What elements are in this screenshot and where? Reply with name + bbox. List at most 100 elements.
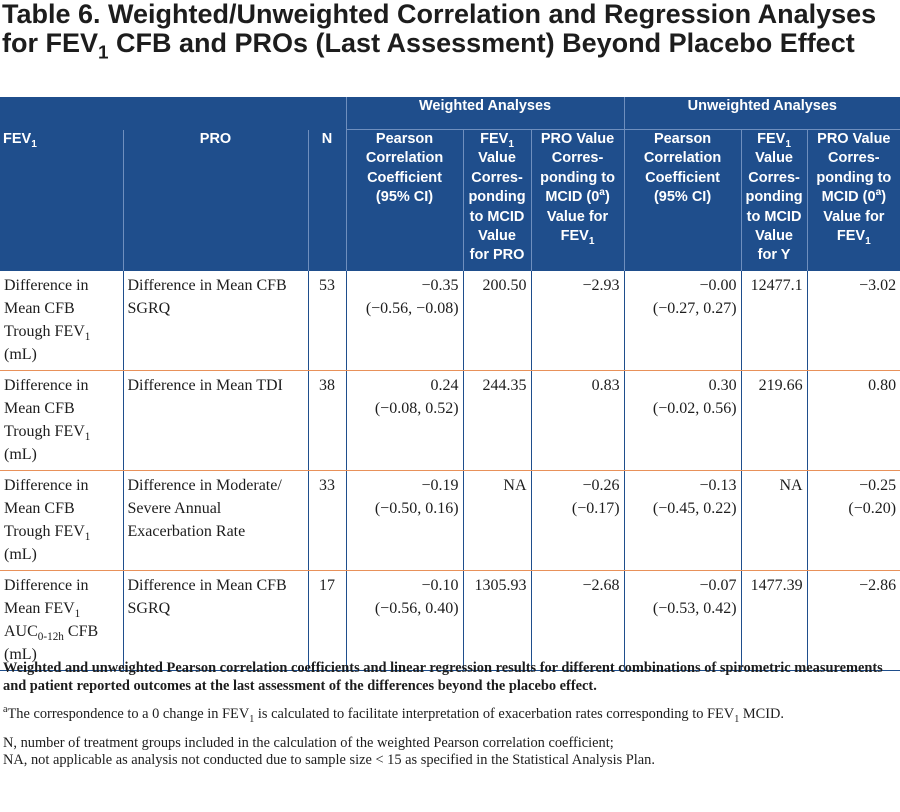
- cell-u-pro-value-line: −2.86: [859, 577, 897, 594]
- abbrev-n: N, number of treatment groups included i…: [3, 734, 614, 751]
- cell-u-pro-value: −2.86: [806, 570, 900, 671]
- cell-u-pearson-line: −0.00: [699, 277, 737, 294]
- cell-n: 38: [307, 370, 347, 471]
- cell-w-pearson-line: −0.10: [421, 577, 459, 594]
- cell-pro: Difference in Mean TDI: [122, 370, 308, 471]
- table-row: Difference in Mean CFB Trough FEV1 (mL) D…: [0, 470, 900, 571]
- cell-w-fev1-value: 1305.93: [462, 570, 532, 671]
- cell-pro: Difference in Mean CFB SGRQ: [122, 271, 308, 371]
- cell-fev1: Difference in Mean FEV1 AUC0-12h CFB (mL…: [0, 570, 123, 671]
- cell-u-pro-value-line: 0.80: [868, 377, 897, 394]
- cell-n-line: 17: [319, 577, 336, 594]
- cell-u-fev1-value-line: NA: [779, 477, 803, 494]
- cell-w-fev1-value-line: 244.35: [482, 377, 527, 394]
- cell-u-pro-value-line: (−0.20): [848, 500, 897, 517]
- cell-w-pro-value-line: −0.26: [582, 477, 620, 494]
- cell-pro: Difference in Mean CFB SGRQ: [122, 570, 308, 671]
- cell-fev1: Difference in Mean CFB Trough FEV1 (mL): [0, 470, 123, 571]
- cell-w-pro-value-line: −2.93: [582, 277, 620, 294]
- cell-u-fev1-value-line: 12477.1: [750, 277, 803, 294]
- cell-u-pearson: −0.07 (−0.53, 0.42): [623, 570, 742, 671]
- cell-u-fev1-value: 12477.1: [740, 271, 808, 371]
- cell-w-pearson: 0.24 (−0.08, 0.52): [345, 370, 464, 471]
- table-title: Table 6. Weighted/Unweighted Correlation…: [2, 0, 877, 64]
- cell-w-pearson-line: −0.35: [421, 277, 459, 294]
- col-n: N: [307, 129, 347, 271]
- cell-u-pearson: −0.13 (−0.45, 0.22): [623, 470, 742, 571]
- cell-u-pro-value-line: −3.02: [859, 277, 897, 294]
- cell-n-line: 33: [319, 477, 336, 494]
- table-row: Difference in Mean CFB Trough FEV1 (mL) D…: [0, 271, 900, 371]
- cell-w-pro-value: −2.68: [530, 570, 625, 671]
- group-unweighted: Unweighted Analyses: [623, 97, 900, 130]
- cell-pro-line: Difference in Mean CFB SGRQ: [127, 277, 287, 317]
- cell-w-pro-value: −2.93: [530, 271, 625, 371]
- cell-u-pearson-line: 0.30: [708, 377, 737, 394]
- cell-n-line: 53: [319, 277, 336, 294]
- cell-pro-line: Difference in Mean TDI: [127, 377, 283, 394]
- group-weighted: Weighted Analyses: [345, 97, 625, 130]
- col-u-fev1-value: FEV1 Value Corres-ponding to MCID Value …: [740, 129, 808, 271]
- cell-u-fev1-value-line: 219.66: [758, 377, 803, 394]
- cell-fev1: Difference in Mean CFB Trough FEV1 (mL): [0, 370, 123, 471]
- col-pro: PRO: [122, 129, 308, 271]
- cell-w-pearson: −0.10 (−0.56, 0.40): [345, 570, 464, 671]
- col-fev1: FEV1: [0, 129, 123, 271]
- cell-u-pro-value: −0.25 (−0.20): [806, 470, 900, 571]
- col-u-pro-value: PRO Value Corres-ponding to MCID (0a) Va…: [806, 129, 900, 271]
- cell-u-fev1-value: 219.66: [740, 370, 808, 471]
- cell-fev1-line: Difference in Mean CFB Trough FEV1 (mL): [4, 277, 91, 363]
- table-row: Difference in Mean CFB Trough FEV1 (mL) D…: [0, 370, 900, 471]
- cell-fev1-line: Difference in Mean CFB Trough FEV1 (mL): [4, 377, 91, 463]
- cell-u-pro-value-line: −0.25: [859, 477, 897, 494]
- cell-w-pro-value: −0.26 (−0.17): [530, 470, 625, 571]
- col-w-pro-value: PRO Value Corres-ponding to MCID (0a) Va…: [530, 129, 625, 271]
- cell-u-pearson-line: (−0.45, 0.22): [652, 500, 737, 517]
- cell-u-pearson: −0.00 (−0.27, 0.27): [623, 271, 742, 371]
- cell-w-fev1-value-line: 1305.93: [474, 577, 527, 594]
- cell-fev1-line: Difference in Mean FEV1 AUC0-12h CFB (mL…: [4, 577, 99, 663]
- cell-w-fev1-value: 200.50: [462, 271, 532, 371]
- cell-u-pearson-line: −0.13: [699, 477, 737, 494]
- cell-pro-line: Difference in Moderate/ Severe Annual Ex…: [127, 477, 282, 540]
- cell-w-pearson: −0.19 (−0.50, 0.16): [345, 470, 464, 571]
- cell-w-pearson-line: (−0.08, 0.52): [374, 400, 459, 417]
- cell-w-pearson-line: (−0.56, 0.40): [374, 600, 459, 617]
- cell-pro-line: Difference in Mean CFB SGRQ: [127, 577, 287, 617]
- header-blank: [0, 97, 347, 130]
- col-w-pearson: Pearson Correlation Coefficient (95% CI): [345, 129, 464, 271]
- cell-pro: Difference in Moderate/ Severe Annual Ex…: [122, 470, 308, 571]
- cell-w-pearson-line: 0.24: [430, 377, 459, 394]
- cell-w-pearson: −0.35 (−0.56, −0.08): [345, 271, 464, 371]
- cell-u-fev1-value: 1477.39: [740, 570, 808, 671]
- cell-w-pro-value-line: (−0.17): [571, 500, 620, 517]
- cell-fev1: Difference in Mean CFB Trough FEV1 (mL): [0, 271, 123, 371]
- table-summary: Weighted and unweighted Pearson correlat…: [3, 660, 883, 694]
- cell-n: 33: [307, 470, 347, 571]
- cell-u-pearson-line: (−0.02, 0.56): [652, 400, 737, 417]
- table-row: Difference in Mean FEV1 AUC0-12h CFB (mL…: [0, 570, 900, 671]
- cell-n-line: 38: [319, 377, 336, 394]
- cell-u-pearson: 0.30 (−0.02, 0.56): [623, 370, 742, 471]
- col-w-fev1-value: FEV1 Value Corres-ponding to MCID Value …: [462, 129, 532, 271]
- cell-w-pearson-line: −0.19: [421, 477, 459, 494]
- cell-n: 53: [307, 271, 347, 371]
- cell-w-pearson-line: (−0.50, 0.16): [374, 500, 459, 517]
- cell-u-pro-value: −3.02: [806, 271, 900, 371]
- cell-u-pearson-line: (−0.53, 0.42): [652, 600, 737, 617]
- cell-w-pearson-line: (−0.56, −0.08): [365, 300, 459, 317]
- cell-w-pro-value-line: 0.83: [591, 377, 620, 394]
- cell-w-pro-value-line: −2.68: [582, 577, 620, 594]
- data-table: Weighted Analyses Unweighted Analyses FE…: [0, 97, 900, 671]
- cell-w-fev1-value: NA: [462, 470, 532, 571]
- col-u-pearson: Pearson Correlation Coefficient (95% CI): [623, 129, 742, 271]
- cell-w-fev1-value: 244.35: [462, 370, 532, 471]
- cell-w-fev1-value-line: 200.50: [482, 277, 527, 294]
- cell-fev1-line: Difference in Mean CFB Trough FEV1 (mL): [4, 477, 91, 563]
- cell-w-pro-value: 0.83: [530, 370, 625, 471]
- cell-u-fev1-value: NA: [740, 470, 808, 571]
- cell-u-pearson-line: (−0.27, 0.27): [652, 300, 737, 317]
- abbrev-na: NA, not applicable as analysis not condu…: [3, 752, 655, 768]
- cell-w-fev1-value-line: NA: [503, 477, 527, 494]
- cell-u-pro-value: 0.80: [806, 370, 900, 471]
